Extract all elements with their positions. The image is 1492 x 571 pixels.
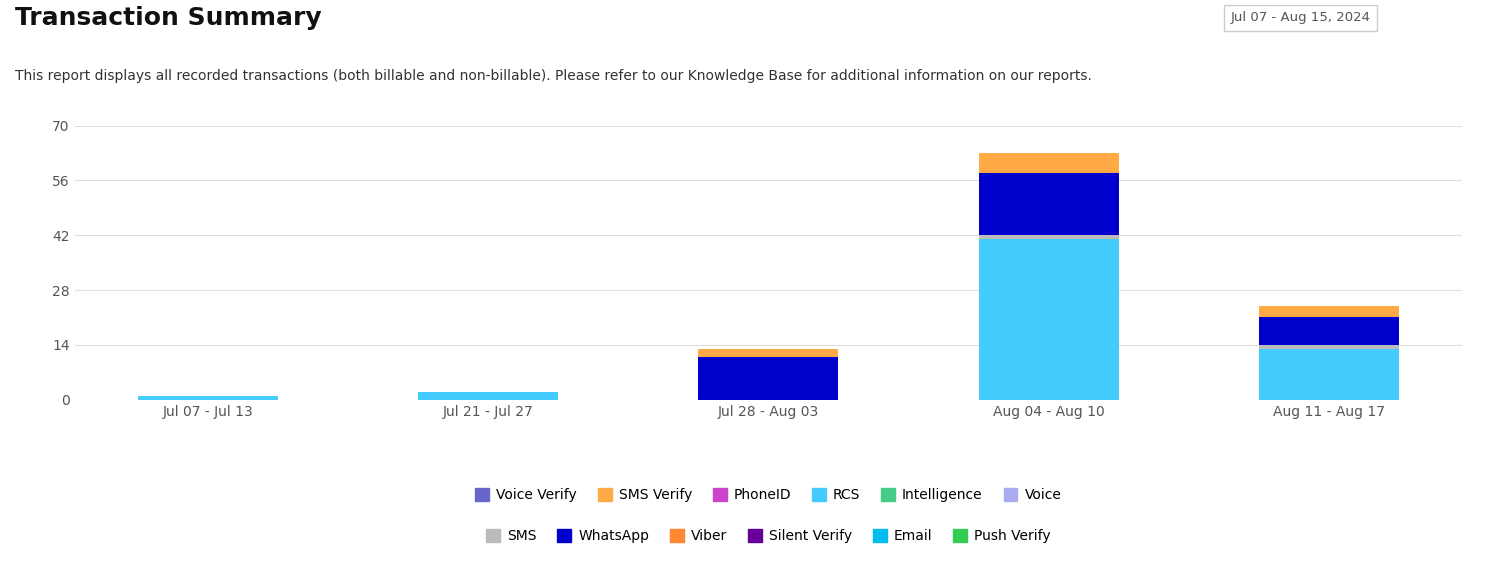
Bar (698, 357, 839, 400)
Bar (698, 349, 839, 357)
Legend: SMS, WhatsApp, Viber, Silent Verify, Email, Push Verify: SMS, WhatsApp, Viber, Silent Verify, Ema… (480, 524, 1056, 549)
Bar (1259, 345, 1399, 349)
Text: This report displays all recorded transactions (both billable and non-billable).: This report displays all recorded transa… (15, 69, 1092, 83)
Bar (979, 235, 1119, 239)
Text: Transaction Summary: Transaction Summary (15, 6, 322, 30)
Text: Jul 07 - Aug 15, 2024: Jul 07 - Aug 15, 2024 (1231, 11, 1371, 25)
Bar (979, 172, 1119, 235)
Bar (1259, 317, 1399, 345)
Bar (1259, 305, 1399, 317)
Bar (137, 396, 278, 400)
Bar (979, 239, 1119, 400)
Bar (979, 153, 1119, 172)
Bar (418, 392, 558, 400)
Bar (1259, 349, 1399, 400)
